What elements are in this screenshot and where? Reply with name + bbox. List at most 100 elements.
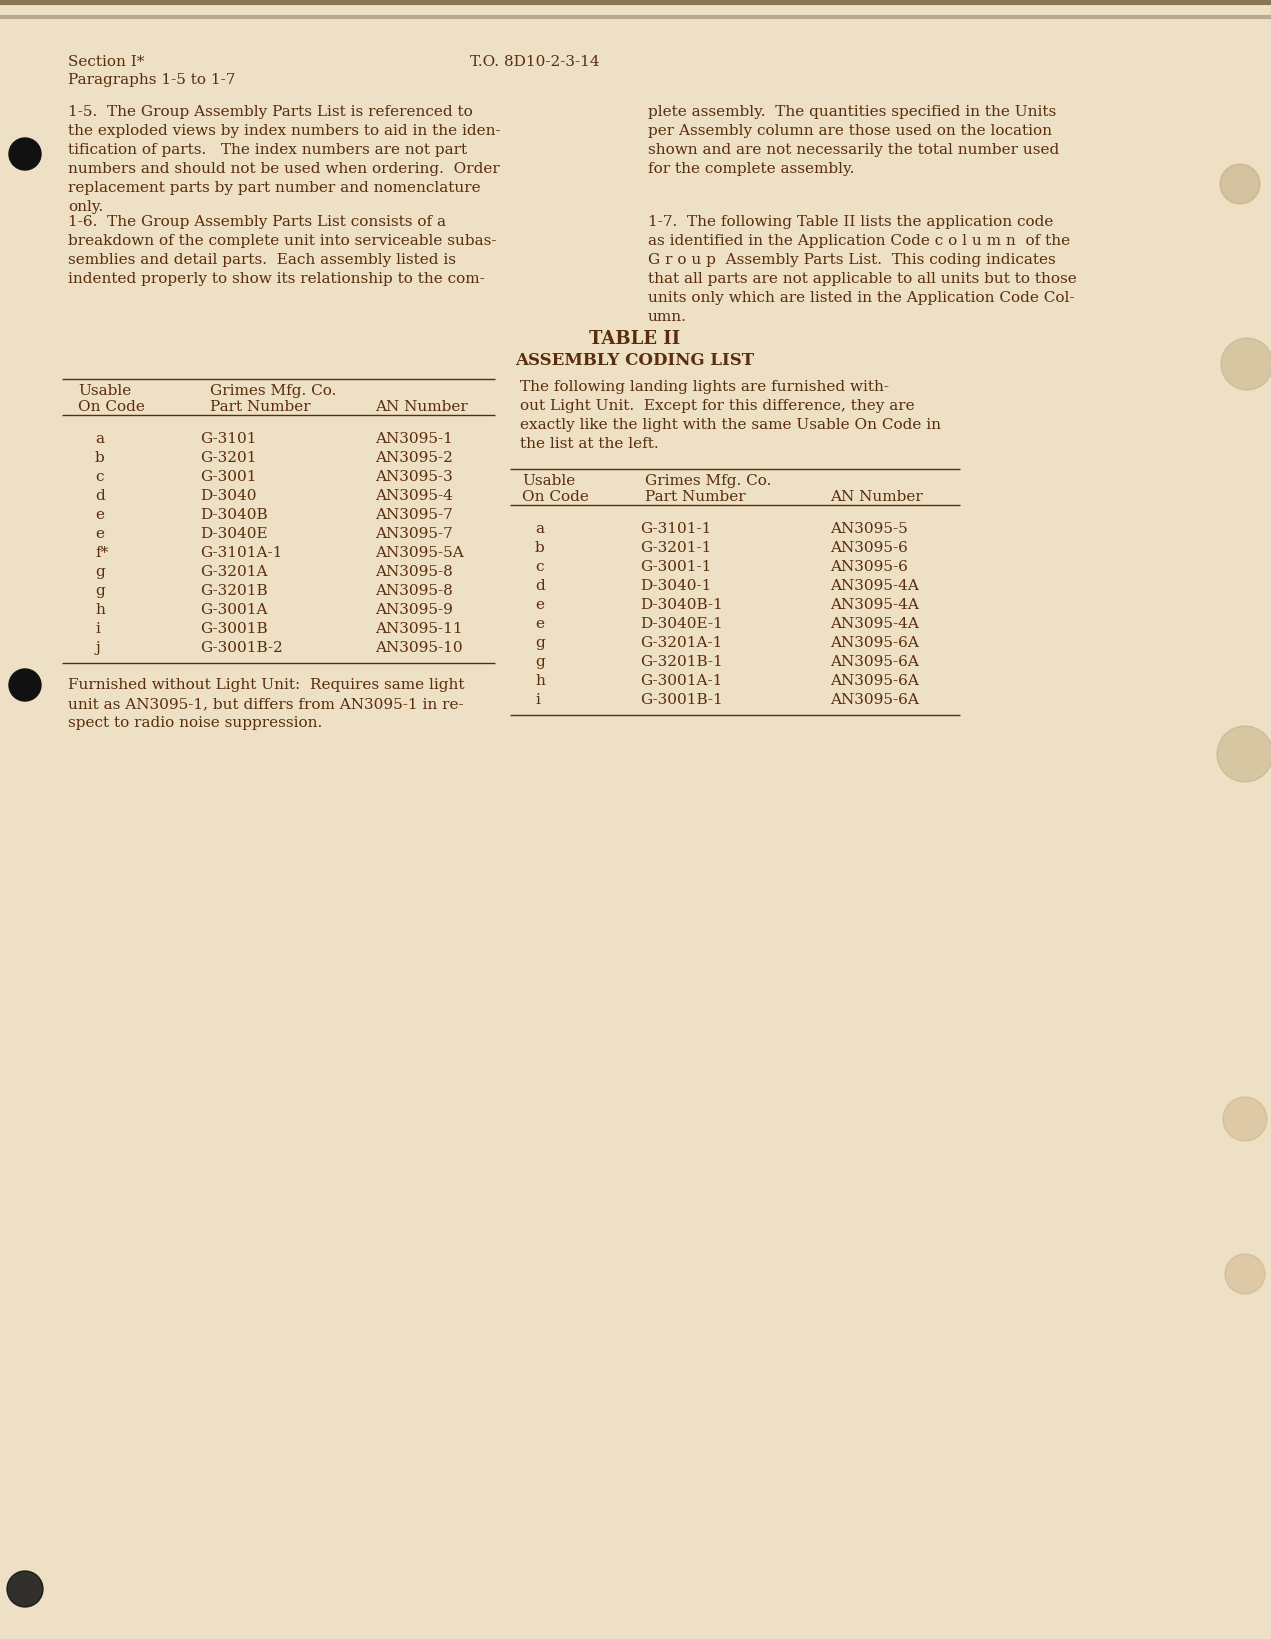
Text: AN3095-6A: AN3095-6A [830, 636, 919, 649]
Text: D-3040E-1: D-3040E-1 [641, 616, 723, 631]
Text: tification of parts.   The index numbers are not part: tification of parts. The index numbers a… [69, 143, 468, 157]
Text: T.O. 8D10-2-3-14: T.O. 8D10-2-3-14 [470, 56, 600, 69]
Text: AN3095-6A: AN3095-6A [830, 693, 919, 706]
Text: j: j [95, 641, 99, 654]
Text: h: h [535, 674, 545, 688]
Text: D-3040-1: D-3040-1 [641, 579, 712, 593]
Text: G-3001: G-3001 [200, 470, 257, 484]
Text: G-3001B-1: G-3001B-1 [641, 693, 723, 706]
Text: spect to radio noise suppression.: spect to radio noise suppression. [69, 716, 323, 729]
Text: g: g [535, 636, 545, 649]
Text: G r o u p  Assembly Parts List.  This coding indicates: G r o u p Assembly Parts List. This codi… [648, 252, 1056, 267]
Text: G-3001-1: G-3001-1 [641, 559, 712, 574]
Text: b: b [95, 451, 104, 465]
Text: Furnished without Light Unit:  Requires same light: Furnished without Light Unit: Requires s… [69, 677, 464, 692]
Text: unit as AN3095-1, but differs from AN3095-1 in re-: unit as AN3095-1, but differs from AN309… [69, 697, 464, 711]
Text: ASSEMBLY CODING LIST: ASSEMBLY CODING LIST [516, 352, 755, 369]
Text: exactly like the light with the same Usable On Code in: exactly like the light with the same Usa… [520, 418, 941, 431]
Text: e: e [95, 508, 104, 521]
Text: as identified in the Application Code c o l u m n  of the: as identified in the Application Code c … [648, 234, 1070, 247]
Text: AN3095-4A: AN3095-4A [830, 598, 919, 611]
Text: i: i [95, 621, 100, 636]
Circle shape [9, 139, 41, 170]
Circle shape [1221, 339, 1271, 390]
Circle shape [1225, 1254, 1265, 1295]
Text: AN3095-4A: AN3095-4A [830, 616, 919, 631]
Text: a: a [535, 521, 544, 536]
Text: TABLE II: TABLE II [590, 329, 681, 347]
Text: a: a [95, 431, 104, 446]
Text: AN3095-7: AN3095-7 [375, 526, 452, 541]
Text: Part Number: Part Number [210, 400, 310, 413]
Text: units only which are listed in the Application Code Col-: units only which are listed in the Appli… [648, 290, 1074, 305]
Text: Usable: Usable [78, 384, 131, 398]
Text: On Code: On Code [522, 490, 588, 503]
Text: AN3095-9: AN3095-9 [375, 603, 452, 616]
Text: e: e [535, 598, 544, 611]
Text: G-3001A: G-3001A [200, 603, 267, 616]
Text: G-3101A-1: G-3101A-1 [200, 546, 282, 559]
Text: per Assembly column are those used on the location: per Assembly column are those used on th… [648, 125, 1052, 138]
Circle shape [1223, 1098, 1267, 1141]
Text: AN3095-4: AN3095-4 [375, 488, 452, 503]
Text: Section I*: Section I* [69, 56, 145, 69]
Text: G-3101: G-3101 [200, 431, 257, 446]
Text: Paragraphs 1-5 to 1-7: Paragraphs 1-5 to 1-7 [69, 74, 235, 87]
Text: AN3095-5A: AN3095-5A [375, 546, 464, 559]
Text: D-3040: D-3040 [200, 488, 257, 503]
Text: AN Number: AN Number [375, 400, 468, 413]
Text: AN3095-8: AN3095-8 [375, 583, 452, 598]
Text: AN3095-8: AN3095-8 [375, 565, 452, 579]
Text: AN3095-11: AN3095-11 [375, 621, 463, 636]
Text: AN3095-4A: AN3095-4A [830, 579, 919, 593]
Text: AN3095-2: AN3095-2 [375, 451, 452, 465]
Text: the list at the left.: the list at the left. [520, 436, 658, 451]
Text: 1-5.  The Group Assembly Parts List is referenced to: 1-5. The Group Assembly Parts List is re… [69, 105, 473, 120]
Text: D-3040E: D-3040E [200, 526, 268, 541]
Text: G-3201-1: G-3201-1 [641, 541, 712, 554]
Text: On Code: On Code [78, 400, 145, 413]
Text: semblies and detail parts.  Each assembly listed is: semblies and detail parts. Each assembly… [69, 252, 456, 267]
Text: only.: only. [69, 200, 103, 213]
Circle shape [8, 1572, 43, 1606]
Text: that all parts are not applicable to all units but to those: that all parts are not applicable to all… [648, 272, 1077, 285]
Text: Usable: Usable [522, 474, 576, 488]
Text: for the complete assembly.: for the complete assembly. [648, 162, 854, 175]
Text: AN Number: AN Number [830, 490, 923, 503]
Text: Grimes Mfg. Co.: Grimes Mfg. Co. [210, 384, 337, 398]
Text: out Light Unit.  Except for this difference, they are: out Light Unit. Except for this differen… [520, 398, 915, 413]
Text: G-3101-1: G-3101-1 [641, 521, 712, 536]
Text: indented properly to show its relationship to the com-: indented properly to show its relationsh… [69, 272, 484, 285]
Text: The following landing lights are furnished with-: The following landing lights are furnish… [520, 380, 888, 393]
Text: numbers and should not be used when ordering.  Order: numbers and should not be used when orde… [69, 162, 500, 175]
Text: h: h [95, 603, 105, 616]
Text: G-3201A: G-3201A [200, 565, 267, 579]
Text: AN3095-6: AN3095-6 [830, 541, 907, 554]
Circle shape [9, 670, 41, 701]
Text: 1-7.  The following Table II lists the application code: 1-7. The following Table II lists the ap… [648, 215, 1054, 229]
Text: G-3001A-1: G-3001A-1 [641, 674, 722, 688]
Text: D-3040B-1: D-3040B-1 [641, 598, 723, 611]
Text: d: d [95, 488, 104, 503]
Text: c: c [95, 470, 103, 484]
Text: g: g [95, 583, 104, 598]
Text: umn.: umn. [648, 310, 686, 325]
Text: e: e [535, 616, 544, 631]
Text: G-3201A-1: G-3201A-1 [641, 636, 722, 649]
Text: Grimes Mfg. Co.: Grimes Mfg. Co. [644, 474, 771, 488]
Text: G-3201: G-3201 [200, 451, 257, 465]
Text: i: i [535, 693, 540, 706]
Text: AN3095-10: AN3095-10 [375, 641, 463, 654]
Text: G-3001B-2: G-3001B-2 [200, 641, 282, 654]
Text: Part Number: Part Number [644, 490, 746, 503]
Text: D-3040B: D-3040B [200, 508, 268, 521]
Text: d: d [535, 579, 545, 593]
Text: c: c [535, 559, 544, 574]
Text: g: g [535, 654, 545, 669]
Text: AN3095-6: AN3095-6 [830, 559, 907, 574]
Text: f*: f* [95, 546, 108, 559]
Circle shape [1220, 166, 1260, 205]
Text: shown and are not necessarily the total number used: shown and are not necessarily the total … [648, 143, 1059, 157]
Text: the exploded views by index numbers to aid in the iden-: the exploded views by index numbers to a… [69, 125, 501, 138]
Text: AN3095-6A: AN3095-6A [830, 674, 919, 688]
